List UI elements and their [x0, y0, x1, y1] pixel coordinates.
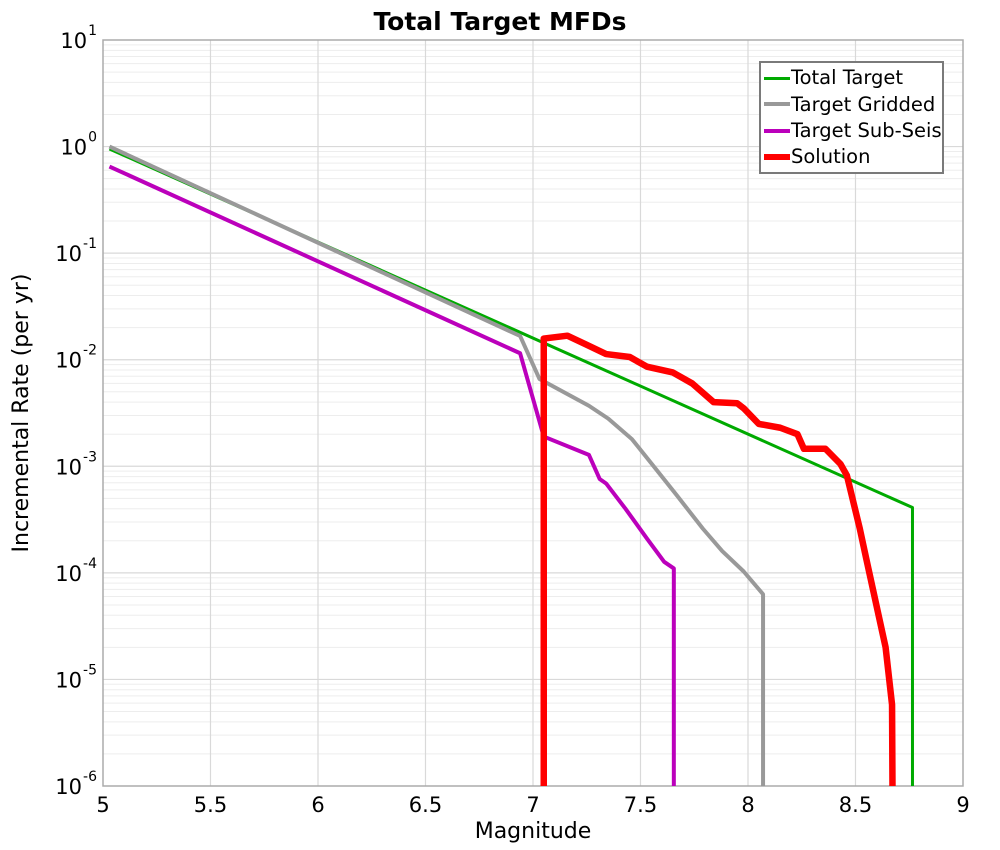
x-tick-label: 9 — [956, 793, 969, 817]
y-tick-label: 10-3 — [55, 449, 97, 479]
legend-swatch — [764, 102, 790, 107]
legend-swatch — [764, 76, 790, 80]
legend-label: Target Gridded — [791, 92, 936, 116]
legend-item-total-target: Total Target — [764, 65, 940, 91]
y-tick-label: 10-4 — [55, 556, 97, 586]
y-axis-label: Incremental Rate (per yr) — [9, 274, 34, 553]
x-axis-label: Magnitude — [475, 819, 592, 844]
x-tick-label: 7 — [526, 793, 539, 817]
y-tick-labels: 101 100 10-1 10-2 10-3 10-4 10-5 10-6 — [55, 23, 97, 799]
legend-label: Total Target — [791, 66, 904, 90]
legend-swatch — [764, 153, 790, 160]
y-tick-label: 10-5 — [55, 662, 97, 692]
x-tick-label: 7.5 — [624, 793, 657, 817]
series-solution — [540, 332, 896, 787]
legend-item-solution: Solution — [764, 144, 940, 170]
plot-border — [102, 39, 964, 787]
legend-label: Target Sub-Seis — [791, 118, 942, 142]
x-tick-label: 6 — [311, 793, 324, 817]
x-tick-label: 5 — [96, 793, 109, 817]
y-tick-label: 100 — [60, 130, 97, 160]
series-target-gridded — [108, 144, 766, 786]
legend-item-target-gridded: Target Gridded — [764, 91, 940, 117]
legend-item-target-sub-seis: Target Sub-Seis — [764, 118, 942, 144]
legend-swatch — [764, 128, 790, 133]
series-lines — [108, 144, 914, 787]
series-total-target — [108, 147, 914, 786]
chart-title: Total Target MFDs — [373, 7, 626, 36]
x-tick-label: 5.5 — [194, 793, 227, 817]
x-tick-label: 8.5 — [839, 793, 872, 817]
legend: Total Target Target Gridded Target Sub-Sei… — [759, 61, 944, 174]
legend-label: Solution — [791, 145, 871, 169]
series-target-sub-seis — [108, 164, 676, 786]
y-tick-label: 10-2 — [55, 343, 97, 373]
x-tick-label: 6.5 — [409, 793, 442, 817]
x-tick-labels: 5 5.5 6 6.5 7 7.5 8 8.5 9 — [96, 793, 969, 817]
x-tick-label: 8 — [741, 793, 754, 817]
y-tick-label: 10-6 — [55, 769, 97, 799]
y-tick-label: 101 — [60, 23, 97, 53]
y-tick-label: 10-1 — [55, 236, 97, 266]
